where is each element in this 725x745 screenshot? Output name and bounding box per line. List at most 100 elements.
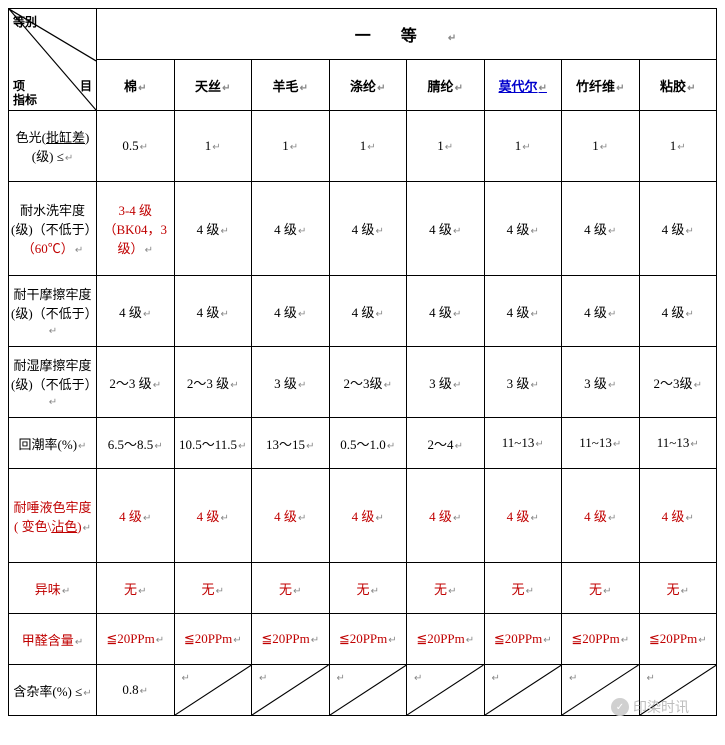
table-cell: 4 级	[484, 182, 562, 276]
material-header: 羊毛	[252, 60, 330, 111]
diagonal-empty-cell	[484, 665, 562, 716]
table-cell: ≦20PPm	[329, 614, 407, 665]
table-cell: 6.5～8.5	[97, 418, 175, 469]
table-cell: 1	[407, 111, 485, 182]
table-cell: 无	[174, 563, 252, 614]
table-cell: ≦20PPm	[252, 614, 330, 665]
table-cell: 1	[174, 111, 252, 182]
diagonal-empty-cell	[407, 665, 485, 716]
table-cell: 3 级	[252, 347, 330, 418]
header-row-1: 等别 项 目 指标 一等	[9, 9, 717, 60]
diagonal-empty-cell	[562, 665, 640, 716]
table-cell: 4 级	[407, 182, 485, 276]
table-cell: 无	[329, 563, 407, 614]
row-label: 异味	[9, 563, 97, 614]
table-cell: 4 级	[407, 469, 485, 563]
table-cell: 4 级	[562, 276, 640, 347]
table-cell: 4 级	[174, 276, 252, 347]
row-label: 甲醛含量	[9, 614, 97, 665]
table-cell: ≦20PPm	[97, 614, 175, 665]
row-label: 耐唾液色牢度 ( 变色\沾色)	[9, 469, 97, 563]
table-cell: 11~13	[484, 418, 562, 469]
table-row: 耐干摩擦牢度(级)（不低于）4 级4 级4 级4 级4 级4 级4 级4 级	[9, 276, 717, 347]
table-cell: 4 级	[407, 276, 485, 347]
table-cell: 4 级	[97, 469, 175, 563]
table-cell: 4 级	[562, 182, 640, 276]
diagonal-header-cell: 等别 项 目 指标	[9, 9, 97, 111]
table-cell: ≦20PPm	[639, 614, 717, 665]
diag-bottom: 指标	[13, 91, 37, 108]
table-cell: 4 级	[97, 276, 175, 347]
row-label: 耐湿摩擦牢度(级)（不低于）	[9, 347, 97, 418]
table-row: 耐唾液色牢度 ( 变色\沾色)4 级4 级4 级4 级4 级4 级4 级4 级	[9, 469, 717, 563]
table-cell: 4 级	[639, 182, 717, 276]
table-cell: ≦20PPm	[562, 614, 640, 665]
table-cell: 4 级	[329, 182, 407, 276]
table-cell: 无	[562, 563, 640, 614]
material-header: 天丝	[174, 60, 252, 111]
table-cell: 3-4 级（BK04，3 级）	[97, 182, 175, 276]
table-cell: 4 级	[174, 469, 252, 563]
table-cell: 1	[562, 111, 640, 182]
table-cell: 1	[639, 111, 717, 182]
table-cell: 11~13	[562, 418, 640, 469]
grade-header: 一等	[97, 9, 717, 60]
table-cell: 4 级	[252, 469, 330, 563]
table-cell: 4 级	[252, 182, 330, 276]
row-label: 耐干摩擦牢度(级)（不低于）	[9, 276, 97, 347]
diagonal-empty-cell	[174, 665, 252, 716]
diagonal-empty-cell	[329, 665, 407, 716]
table-cell: 3 级	[407, 347, 485, 418]
diag-mid-right: 目	[80, 77, 92, 94]
table-cell: 2～3级	[329, 347, 407, 418]
table-cell: 13～15	[252, 418, 330, 469]
diagonal-empty-cell	[639, 665, 717, 716]
table-cell: 4 级	[639, 276, 717, 347]
table-cell: 无	[97, 563, 175, 614]
table-cell: 4 级	[484, 469, 562, 563]
table-cell: 11~13	[639, 418, 717, 469]
table-cell: 0.8	[97, 665, 175, 716]
material-header: 粘胶	[639, 60, 717, 111]
table-row: 异味无无无无无无无无	[9, 563, 717, 614]
spec-table: 等别 项 目 指标 一等 棉天丝羊毛涤纶腈纶莫代尔竹纤维粘胶 色光(批缸差)(级…	[8, 8, 717, 716]
table-cell: 4 级	[484, 276, 562, 347]
table-cell: 2～3级	[639, 347, 717, 418]
table-cell: 10.5～11.5	[174, 418, 252, 469]
material-header: 涤纶	[329, 60, 407, 111]
row-label: 回潮率(%)	[9, 418, 97, 469]
table-cell: 0.5	[97, 111, 175, 182]
table-cell: 0.5～1.0	[329, 418, 407, 469]
table-cell: 4 级	[174, 182, 252, 276]
table-cell: 1	[252, 111, 330, 182]
table-cell: 无	[484, 563, 562, 614]
table-cell: 无	[639, 563, 717, 614]
table-cell: ≦20PPm	[484, 614, 562, 665]
table-cell: 1	[484, 111, 562, 182]
table-row: 色光(批缸差)(级) ≤0.51111111	[9, 111, 717, 182]
table-cell: 3 级	[484, 347, 562, 418]
material-header: 棉	[97, 60, 175, 111]
table-cell: ≦20PPm	[407, 614, 485, 665]
material-header-row: 棉天丝羊毛涤纶腈纶莫代尔竹纤维粘胶	[9, 60, 717, 111]
table-row: 耐水洗牢度(级)（不低于）（60℃）3-4 级（BK04，3 级）4 级4 级4…	[9, 182, 717, 276]
material-header: 腈纶	[407, 60, 485, 111]
table-cell: 2～4	[407, 418, 485, 469]
diag-top: 等别	[13, 13, 37, 30]
table-cell: 2～3 级	[97, 347, 175, 418]
impurity-row: 含杂率(%) ≤0.8	[9, 665, 717, 716]
diagonal-empty-cell	[252, 665, 330, 716]
table-cell: 4 级	[639, 469, 717, 563]
table-row: 甲醛含量≦20PPm≦20PPm≦20PPm≦20PPm≦20PPm≦20PPm…	[9, 614, 717, 665]
table-cell: ≦20PPm	[174, 614, 252, 665]
table-cell: 4 级	[562, 469, 640, 563]
table-cell: 2～3 级	[174, 347, 252, 418]
material-header: 莫代尔	[484, 60, 562, 111]
table-cell: 无	[407, 563, 485, 614]
table-row: 耐湿摩擦牢度(级)（不低于）2～3 级2～3 级3 级2～3级3 级3 级3 级…	[9, 347, 717, 418]
row-label: 色光(批缸差)(级) ≤	[9, 111, 97, 182]
row-label: 耐水洗牢度(级)（不低于）（60℃）	[9, 182, 97, 276]
table-cell: 4 级	[329, 276, 407, 347]
table-cell: 3 级	[562, 347, 640, 418]
table-cell: 无	[252, 563, 330, 614]
